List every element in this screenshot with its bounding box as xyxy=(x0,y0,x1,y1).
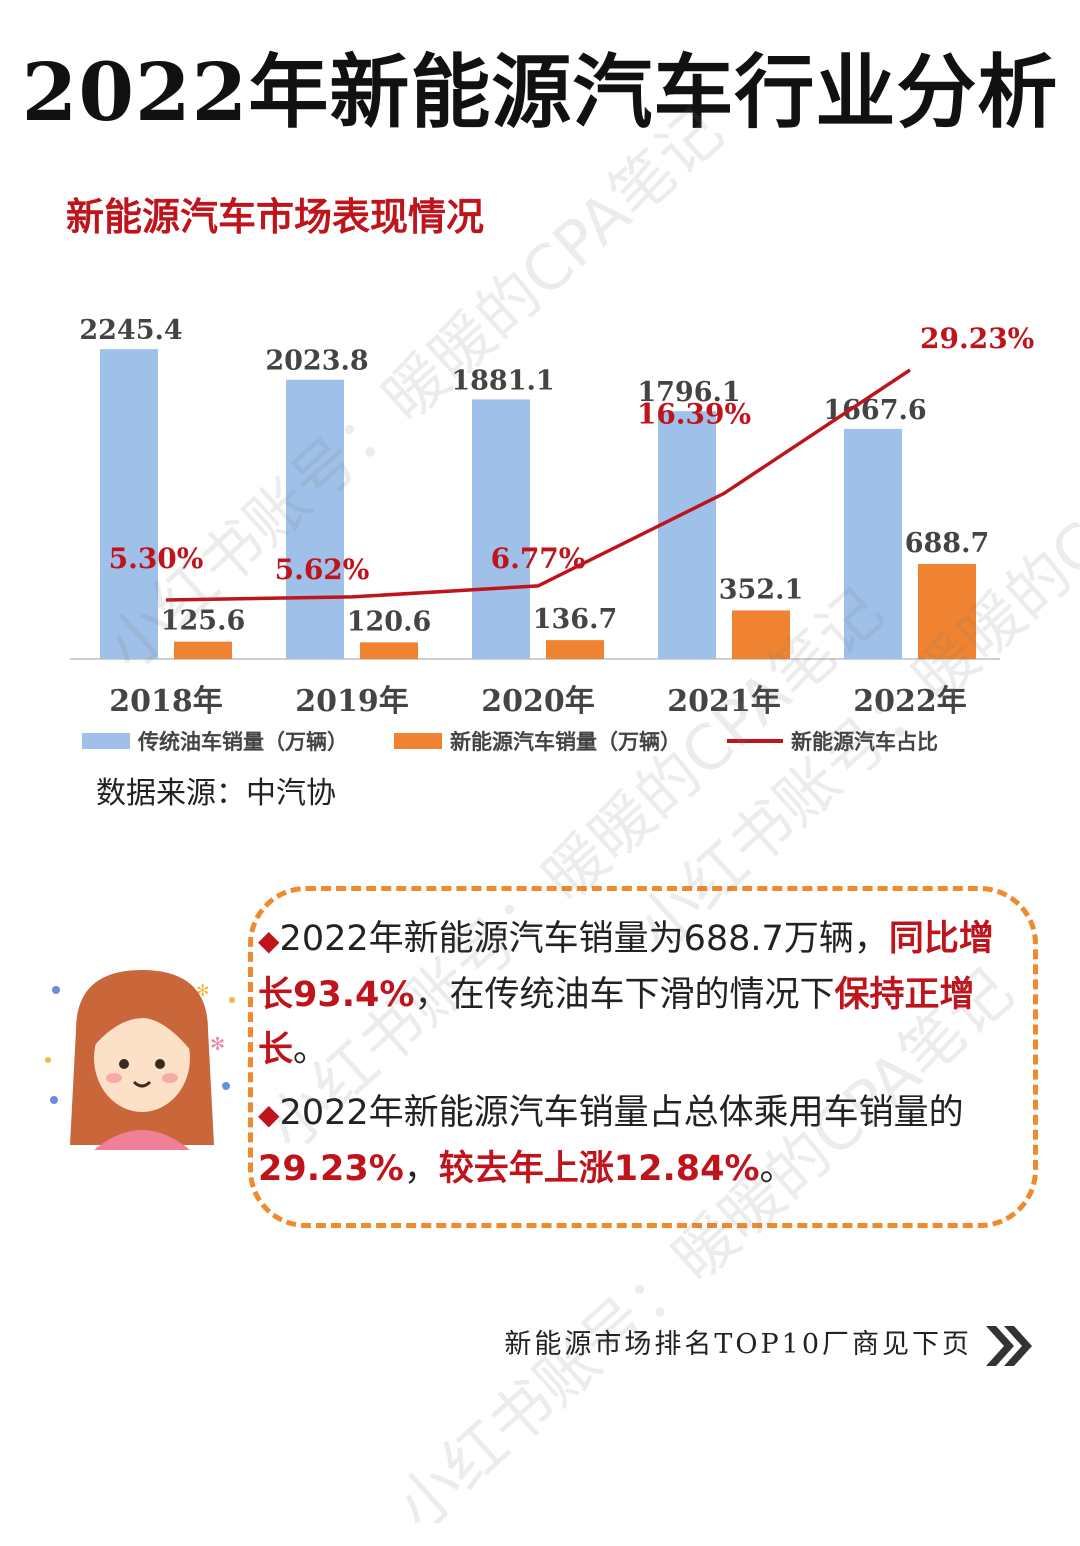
legend-swatch-ice xyxy=(82,733,130,749)
next-page-hint: 新能源市场排名TOP10厂商见下页 xyxy=(504,1329,972,1360)
bar-label-ice-1: 2245.4 xyxy=(79,315,182,346)
share-label-4: 16.39% xyxy=(637,397,751,430)
x-tick-label-3: 2020年 xyxy=(481,684,595,719)
bullet-diamond-icon: ◆ xyxy=(258,1098,280,1131)
data-source: 数据来源：中汽协 xyxy=(96,776,336,811)
legend-swatch-share xyxy=(727,739,783,743)
bar-label-nev-5: 688.7 xyxy=(905,528,990,559)
bar-label-ice-2: 2023.8 xyxy=(265,346,368,377)
share-label-5: 29.23% xyxy=(920,322,1034,355)
chart-legend: 传统油车销量（万辆） 新能源汽车销量（万辆） 新能源汽车占比 xyxy=(82,726,1042,756)
girl-avatar-icon: ✻ ✻ xyxy=(45,970,235,1150)
bar-label-ice-4: 1796.1 xyxy=(637,377,740,408)
note-text: 。 xyxy=(293,1030,329,1070)
legend-label-ice: 传统油车销量（万辆） xyxy=(138,730,348,754)
highlight-text: 较去年上涨12.84% xyxy=(438,1149,760,1189)
note-text: 2022年新能源汽车销量占总体乘用车销量的 xyxy=(279,1093,964,1133)
summary-point-1: ◆2022年新能源汽车销量为688.7万辆，同比增长93.4%，在传统油车下滑的… xyxy=(258,912,1028,1078)
x-tick-label-5: 2022年 xyxy=(853,684,967,719)
bar-label-ice-5: 1667.6 xyxy=(823,395,926,426)
section-title: 新能源汽车市场表现情况 xyxy=(66,195,485,239)
x-tick-label-4: 2021年 xyxy=(667,684,781,719)
x-tick-label-2: 2019年 xyxy=(295,684,409,719)
bar-nev-1 xyxy=(174,641,232,659)
bar-label-ice-3: 1881.1 xyxy=(451,365,554,396)
bar-ice-3 xyxy=(472,399,530,659)
highlight-text: 同比增长93.4% xyxy=(258,919,994,1015)
share-line xyxy=(165,368,911,602)
legend-swatch-nev xyxy=(394,733,442,749)
svg-text:✻: ✻ xyxy=(210,1034,225,1055)
note-text: ，在传统油车下滑的情况下 xyxy=(414,975,835,1015)
share-label-2: 5.62% xyxy=(275,553,370,586)
bar-label-nev-1: 125.6 xyxy=(161,606,246,637)
bar-nev-4 xyxy=(732,610,790,659)
note-text: 2022年新能源汽车销量为688.7万辆， xyxy=(279,919,889,959)
bar-label-nev-2: 120.6 xyxy=(347,606,432,637)
bar-label-nev-3: 136.7 xyxy=(533,604,618,635)
summary-point-2: ◆2022年新能源汽车销量占总体乘用车销量的 29.23%，较去年上涨12.84%… xyxy=(258,1086,1028,1197)
bar-ice-2 xyxy=(286,379,344,659)
legend-item-ice: 传统油车销量（万辆） xyxy=(82,726,348,756)
bar-ice-1 xyxy=(100,349,158,659)
note-text: 。 xyxy=(759,1149,795,1189)
page-title: 2022年新能源汽车行业分析 xyxy=(21,45,1059,139)
summary-box xyxy=(248,886,1038,1228)
double-chevron-right-icon[interactable] xyxy=(982,1322,1036,1370)
note-text: ， xyxy=(403,1149,439,1189)
highlight-text: 29.23% xyxy=(258,1149,404,1189)
bar-nev-3 xyxy=(546,640,604,659)
x-tick-label-1: 2018年 xyxy=(109,684,223,719)
bar-nev-5 xyxy=(918,563,976,659)
sales-chart: 2245.4 125.6 2018年 2023.8 120.6 2019年 1881.1 13… xyxy=(70,315,1034,719)
legend-item-nev: 新能源汽车销量（万辆） xyxy=(394,726,681,756)
bar-label-nev-4: 352.1 xyxy=(719,574,804,605)
bar-nev-2 xyxy=(360,642,418,659)
share-label-1: 5.30% xyxy=(109,542,204,575)
legend-item-share: 新能源汽车占比 xyxy=(727,726,938,756)
bullet-diamond-icon: ◆ xyxy=(258,924,280,957)
share-label-3: 6.77% xyxy=(491,542,586,575)
highlight-text: 保持正增长 xyxy=(258,975,975,1070)
legend-label-share: 新能源汽车占比 xyxy=(791,730,938,754)
bar-ice-4 xyxy=(658,411,716,659)
legend-label-nev: 新能源汽车销量（万辆） xyxy=(450,730,681,754)
bar-ice-5 xyxy=(844,428,902,659)
